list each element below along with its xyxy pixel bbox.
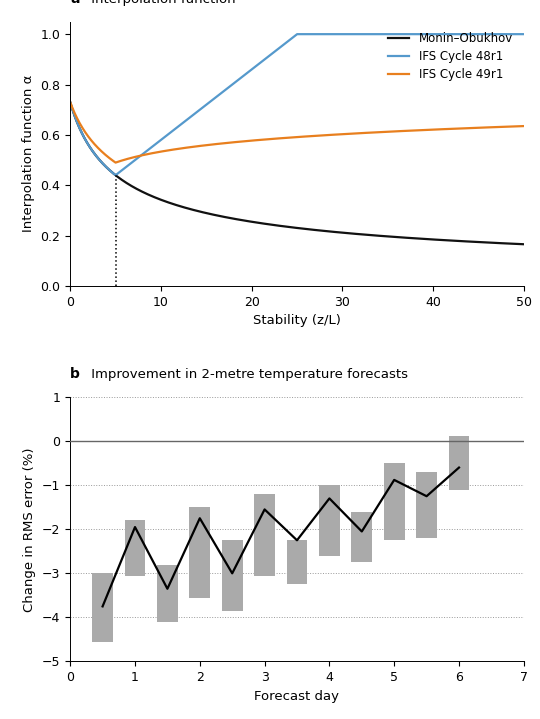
IFS Cycle 49r1 xyxy=(90,139,97,147)
Bar xyxy=(125,521,145,575)
Monin–Obukhov xyxy=(90,148,97,157)
IFS Cycle 48r1 xyxy=(288,35,294,43)
IFS Cycle 49r1 xyxy=(508,122,514,131)
Bar xyxy=(287,540,307,585)
Bar xyxy=(157,564,178,622)
IFS Cycle 48r1 xyxy=(424,30,431,39)
IFS Cycle 49r1 xyxy=(112,158,119,167)
Line: IFS Cycle 49r1: IFS Cycle 49r1 xyxy=(70,102,524,162)
IFS Cycle 49r1 xyxy=(288,133,294,142)
IFS Cycle 48r1 xyxy=(508,30,514,39)
Bar xyxy=(352,512,372,562)
Y-axis label: Interpolation function α: Interpolation function α xyxy=(22,75,35,232)
IFS Cycle 49r1 xyxy=(67,98,73,106)
Monin–Obukhov xyxy=(508,239,514,248)
Bar xyxy=(254,494,275,575)
IFS Cycle 49r1 xyxy=(508,122,514,131)
IFS Cycle 49r1 xyxy=(521,122,527,130)
Monin–Obukhov xyxy=(287,223,294,232)
Monin–Obukhov xyxy=(67,98,73,106)
Monin–Obukhov xyxy=(275,221,282,230)
Line: Monin–Obukhov: Monin–Obukhov xyxy=(70,102,524,244)
Bar xyxy=(384,463,404,540)
Monin–Obukhov xyxy=(521,240,527,249)
Bar xyxy=(449,436,469,490)
Bar xyxy=(416,472,437,538)
IFS Cycle 48r1 xyxy=(521,30,527,39)
IFS Cycle 48r1 xyxy=(67,98,73,106)
Bar xyxy=(222,540,242,611)
Legend: Monin–Obukhov, IFS Cycle 48r1, IFS Cycle 49r1: Monin–Obukhov, IFS Cycle 48r1, IFS Cycle… xyxy=(383,27,518,86)
Monin–Obukhov xyxy=(507,239,514,248)
IFS Cycle 49r1 xyxy=(424,126,431,134)
Y-axis label: Change in RMS error (%): Change in RMS error (%) xyxy=(23,447,36,612)
Monin–Obukhov xyxy=(424,235,430,244)
Bar xyxy=(92,573,113,641)
IFS Cycle 48r1 xyxy=(90,148,97,157)
X-axis label: Stability (z/L): Stability (z/L) xyxy=(253,314,341,327)
IFS Cycle 49r1 xyxy=(276,134,282,142)
Line: IFS Cycle 48r1: IFS Cycle 48r1 xyxy=(70,35,524,175)
IFS Cycle 48r1 xyxy=(112,171,119,180)
IFS Cycle 48r1 xyxy=(276,44,282,52)
Bar xyxy=(190,507,210,597)
Text: Interpolation function: Interpolation function xyxy=(87,0,236,6)
Text: a: a xyxy=(70,0,80,6)
Text: b: b xyxy=(70,367,80,381)
Bar xyxy=(319,485,340,556)
IFS Cycle 48r1 xyxy=(294,30,300,39)
Text: Improvement in 2-metre temperature forecasts: Improvement in 2-metre temperature forec… xyxy=(87,368,408,381)
X-axis label: Forecast day: Forecast day xyxy=(254,690,340,702)
IFS Cycle 48r1 xyxy=(508,30,514,39)
